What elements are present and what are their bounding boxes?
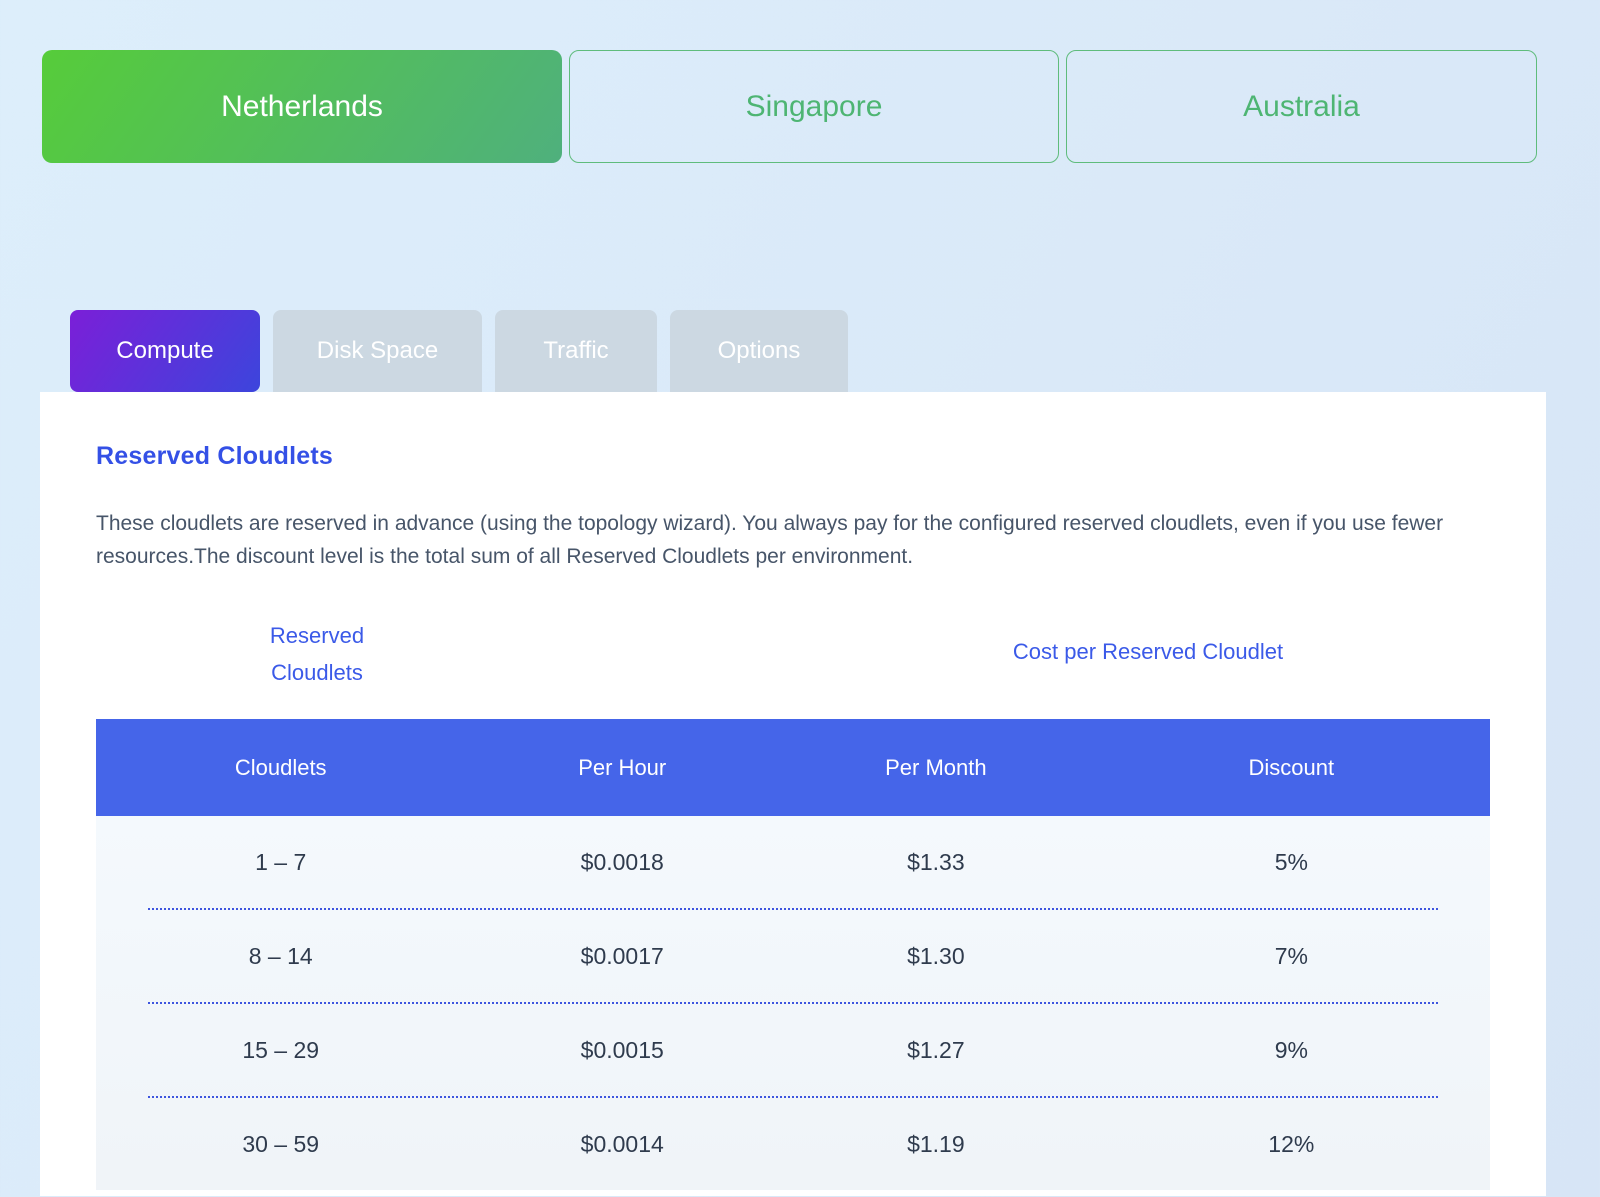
table-row: 30 – 59 $0.0014 $1.19 12% [96,1098,1490,1190]
header-discount: Discount [1248,754,1335,780]
region-tab-netherlands[interactable]: Netherlands [42,50,562,163]
cell-per-month: $1.19 [907,1130,965,1157]
tab-compute[interactable]: Compute [70,310,260,392]
cost-per-cloudlet-label: Cost per Reserved Cloudlet [1012,639,1284,664]
header-per-month: Per Month [885,754,987,780]
row-separator [148,1096,1438,1098]
table-header-row: Cloudlets Per Hour Per Month Discount [96,719,1490,816]
header-cloudlets: Cloudlets [234,754,327,780]
tab-disk-space[interactable]: Disk Space [273,310,482,392]
cell-cloudlets: 15 – 29 [242,1036,320,1063]
tab-options[interactable]: Options [670,310,848,392]
cell-per-hour: $0.0014 [580,1130,664,1157]
row-separator [148,1002,1438,1004]
cell-per-month: $1.33 [907,848,965,875]
region-tab-australia[interactable]: Australia [1066,50,1537,163]
cell-per-month: $1.30 [907,942,965,969]
cell-cloudlets: 30 – 59 [242,1130,320,1157]
region-selector: Netherlands Singapore Australia [42,50,1600,163]
cell-discount: 9% [1274,1036,1308,1063]
reserved-cloudlets-label: Reserved Cloudlets [269,623,365,685]
table-super-labels: Reserved Cloudlets Cost per Reserved Clo… [96,613,1490,719]
pricing-table: Cloudlets Per Hour Per Month Discount 1 … [96,719,1490,1190]
section-description: These cloudlets are reserved in advance … [96,512,1444,568]
cell-discount: 12% [1268,1130,1315,1157]
cell-cloudlets: 8 – 14 [248,942,313,969]
cell-cloudlets: 1 – 7 [255,848,307,875]
table-row: 8 – 14 $0.0017 $1.30 7% [96,910,1490,1002]
cell-discount: 7% [1274,942,1308,969]
cell-per-hour: $0.0015 [580,1036,664,1063]
table-row: 1 – 7 $0.0018 $1.33 5% [96,816,1490,908]
pricing-card: Reserved Cloudlets These cloudlets are r… [40,392,1546,1196]
table-body: 1 – 7 $0.0018 $1.33 5% 8 – 14 $0.0017 $1… [96,816,1490,1190]
header-per-hour: Per Hour [578,754,667,780]
tab-traffic[interactable]: Traffic [495,310,657,392]
table-row: 15 – 29 $0.0015 $1.27 9% [96,1004,1490,1096]
pricing-tabs: Compute Disk Space Traffic Options [70,310,1600,392]
region-tab-singapore[interactable]: Singapore [569,50,1059,163]
cell-per-month: $1.27 [907,1036,965,1063]
section-title: Reserved Cloudlets [96,442,334,470]
cell-per-hour: $0.0018 [580,848,664,875]
cell-discount: 5% [1274,848,1308,875]
row-separator [148,908,1438,910]
cell-per-hour: $0.0017 [580,942,664,969]
